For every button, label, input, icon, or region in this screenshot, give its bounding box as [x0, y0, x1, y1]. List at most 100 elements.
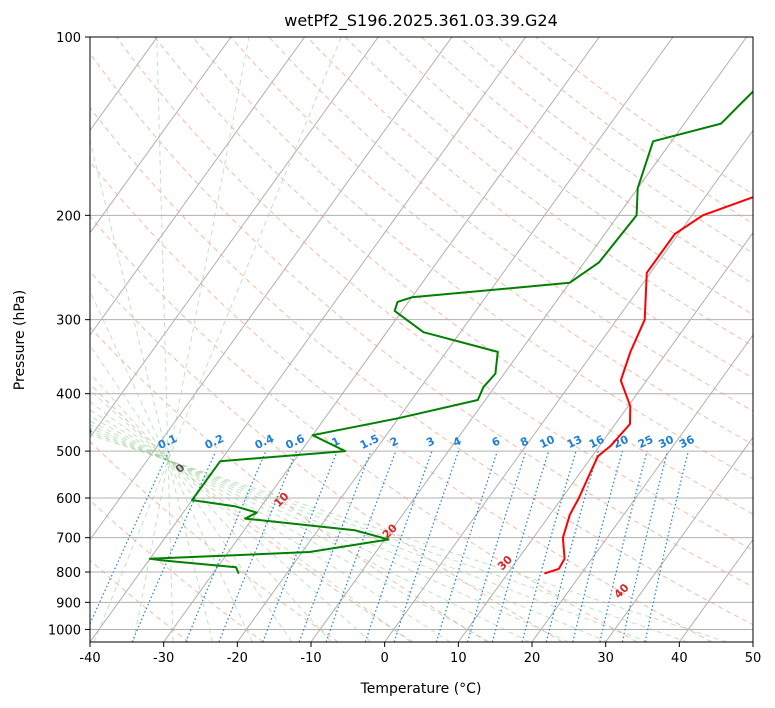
mixing-ratio-label: 16 [587, 433, 607, 451]
mixing-ratio-line [325, 450, 397, 642]
moist-adiabat [93, 37, 342, 642]
x-tick-label: -30 [153, 651, 174, 666]
mixing-ratio-label: 13 [565, 433, 584, 451]
dry-adiabat-label: 10 [271, 490, 291, 510]
chart-title: wetPf2_S196.2025.361.03.39.G24 [284, 11, 558, 31]
dry-adiabat [268, 37, 753, 412]
moist-adiabat [90, 430, 649, 642]
dry-adiabat [90, 161, 712, 642]
dry-adiabat-label: 40 [612, 581, 632, 601]
dry-adiabat [344, 37, 753, 347]
isotherm-line [752, 641, 753, 642]
mixing-ratio-line [262, 450, 338, 642]
mixing-ratio-label: 3 [424, 434, 436, 449]
temperature-profile [544, 196, 753, 575]
isotherm-line [236, 37, 674, 642]
isotherm-line [90, 37, 527, 642]
y-tick-label: 800 [56, 566, 81, 581]
moist-adiabat [90, 434, 728, 642]
mixing-ratio-line [364, 450, 433, 642]
moist-adiabat [90, 372, 332, 642]
mixing-ratio-line [599, 450, 648, 642]
moist-adiabat [90, 427, 609, 642]
mixing-ratio-line [435, 450, 498, 642]
y-tick-label: 1000 [48, 623, 81, 638]
x-tick-label: 0 [381, 651, 389, 666]
mixing-ratio-label: 1.5 [358, 432, 381, 452]
mixing-ratio-label: 0.4 [253, 432, 276, 452]
dry-adiabat [535, 37, 753, 195]
x-axis-title: Temperature (°C) [360, 681, 482, 697]
moist-adiabat [156, 37, 174, 642]
moist-adiabat [90, 432, 688, 642]
y-tick-label: 700 [56, 532, 81, 547]
dry-adiabat [90, 106, 753, 626]
x-tick-label: 40 [671, 651, 688, 666]
dry-adiabat [421, 37, 753, 285]
dry-adiabat-label: -10 [72, 424, 95, 447]
mixing-ratio-line [185, 450, 267, 642]
dry-adiabat [90, 440, 339, 642]
mixing-ratio-line [521, 450, 577, 642]
moist-adiabat [90, 415, 490, 642]
dry-adiabat [90, 326, 488, 642]
x-tick-label: 30 [597, 651, 614, 666]
x-tick-label: -40 [79, 651, 100, 666]
isotherm-line [90, 37, 453, 541]
mixing-ratio-label: 0.2 [203, 432, 226, 452]
y-tick-label: 600 [56, 492, 81, 507]
x-tick-label: -10 [300, 651, 321, 666]
y-axis-title: Pressure (hPa) [12, 290, 28, 390]
moist-adiabat [90, 138, 214, 642]
mixing-ratio-line [491, 450, 550, 642]
x-tick-label: 10 [450, 651, 467, 666]
mixing-ratio-line [298, 450, 372, 642]
mixing-ratio-line [90, 450, 170, 626]
dry-adiabat-label: -20 [0, 392, 7, 415]
y-tick-label: 400 [56, 388, 81, 403]
dry-adiabat [192, 37, 753, 480]
dry-adiabat [116, 37, 753, 551]
y-tick-label: 300 [56, 314, 81, 329]
isotherm-line [163, 37, 600, 642]
y-tick-label: 200 [56, 209, 81, 224]
x-tick-label: 20 [524, 651, 541, 666]
moist-adiabat [90, 424, 569, 642]
moist-adiabat [133, 37, 250, 642]
mixing-ratio-line [393, 450, 460, 642]
mixing-ratio-label: 20 [611, 433, 631, 451]
mixing-ratio-label: 4 [451, 434, 464, 449]
mixing-ratio-line [621, 450, 669, 642]
dry-adiabat [459, 37, 753, 254]
mixing-ratio-label: 36 [677, 433, 697, 451]
mixing-ratio-label: 10 [538, 433, 558, 451]
x-tick-label: 50 [745, 651, 762, 666]
isotherm-line [678, 538, 753, 642]
isotherm-line [457, 231, 753, 642]
y-tick-label: 100 [56, 31, 81, 46]
mixing-ratio-label: 30 [656, 433, 676, 451]
moist-adiabat [90, 290, 253, 642]
mixing-ratio-line [131, 450, 217, 642]
dewpoint-profile [148, 90, 753, 574]
dry-adiabat [90, 270, 563, 642]
isotherm-line [90, 37, 306, 336]
mixing-ratio-line [644, 450, 689, 642]
y-tick-label: 900 [56, 596, 81, 611]
x-tick-label: -20 [227, 651, 248, 666]
mixing-ratio-label: 2 [388, 434, 400, 449]
dry-adiabat-label: 30 [495, 553, 515, 573]
dry-adiabat [90, 499, 264, 642]
mixing-ratio-line [545, 450, 599, 642]
mixing-ratio-label: 25 [636, 433, 655, 451]
dry-adiabat [90, 215, 638, 642]
isotherm-line [384, 129, 753, 642]
mixing-ratio-line [572, 450, 623, 642]
dry-adiabat [90, 383, 414, 642]
plot-frame [89, 36, 754, 643]
isotherm-line [0, 37, 10, 642]
mixing-ratio-label: 0.1 [156, 432, 179, 452]
isotherm-line [90, 37, 379, 439]
moist-adiabat [90, 344, 293, 642]
mixing-ratio-label: 0.6 [284, 432, 307, 452]
